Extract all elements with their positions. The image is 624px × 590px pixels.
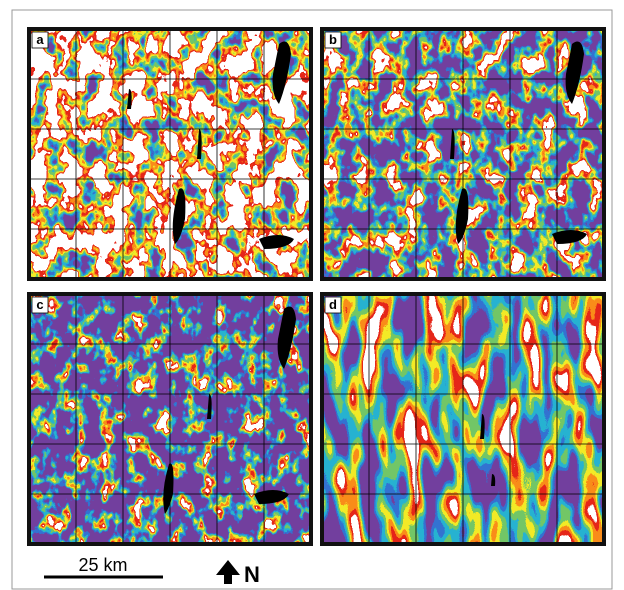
panel-label: a xyxy=(36,32,44,47)
figure: a b c d 25 km N xyxy=(0,0,624,590)
north-label: N xyxy=(244,562,260,587)
panel-label: c xyxy=(36,297,43,312)
scale-bar: 25 km xyxy=(44,555,163,577)
map-panel: c xyxy=(29,294,311,544)
map-panel: b xyxy=(322,29,604,279)
north-arrow: N xyxy=(216,560,260,587)
panel-label: d xyxy=(329,297,337,312)
map-panel: d xyxy=(322,294,604,544)
panel-label: b xyxy=(329,32,337,47)
scale-label: 25 km xyxy=(78,555,127,575)
panels: a b c d xyxy=(29,29,604,544)
map-panel: a xyxy=(29,29,311,279)
arrow-icon xyxy=(216,560,240,584)
